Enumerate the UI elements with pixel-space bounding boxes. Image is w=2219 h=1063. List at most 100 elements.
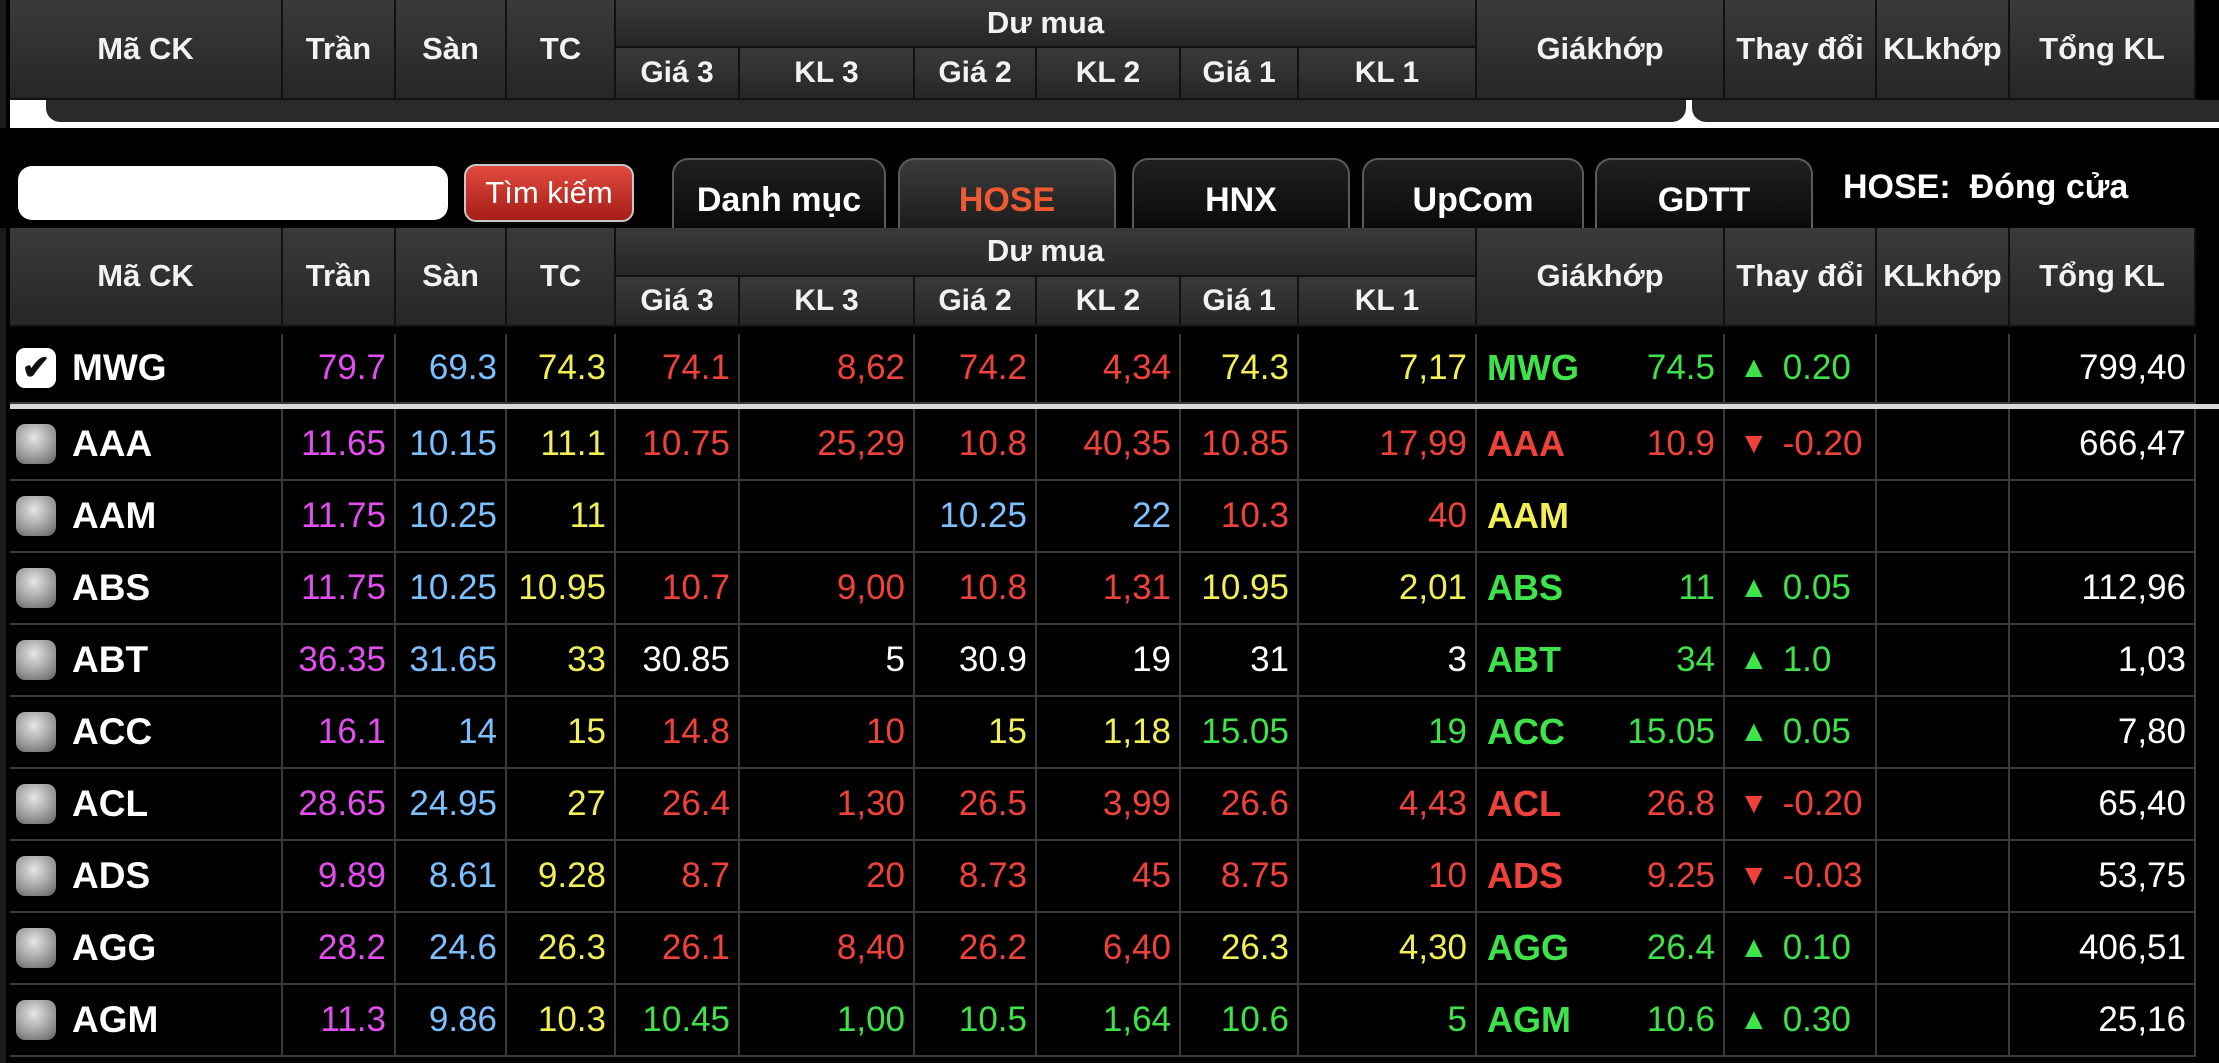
header-thay-doi[interactable]: Thay đổi xyxy=(1725,228,1877,327)
header-gia1[interactable]: Giá 1 xyxy=(1181,48,1299,100)
match-volume xyxy=(1877,481,2010,553)
bid-volume-2: 22 xyxy=(1037,481,1181,553)
symbol-cell[interactable]: ACC xyxy=(10,697,283,769)
change-value: 0.10 xyxy=(1782,928,1851,967)
bid-price-1: 26.3 xyxy=(1181,913,1299,985)
header-tc[interactable]: TC xyxy=(507,0,616,100)
tab-danh-muc[interactable]: Danh mục xyxy=(672,158,886,228)
checkbox[interactable] xyxy=(16,928,56,968)
bid-volume-2: 40,35 xyxy=(1037,409,1181,481)
header-gia3[interactable]: Giá 3 xyxy=(616,277,740,327)
match-price: 26.8 xyxy=(1646,784,1715,823)
header-kl3[interactable]: KL 3 xyxy=(740,277,915,327)
header-kl-khop-line1: KL xyxy=(1883,30,1925,66)
bid-volume-3 xyxy=(740,481,915,553)
symbol-cell[interactable]: ABT xyxy=(10,625,283,697)
bid-volume-1: 4,43 xyxy=(1299,769,1477,841)
header-kl-khop[interactable]: KL khớp xyxy=(1877,228,2010,327)
symbol-text: ACL xyxy=(72,783,149,824)
header-san[interactable]: Sàn xyxy=(396,228,507,327)
checkbox[interactable] xyxy=(16,784,56,824)
header-kl1[interactable]: KL 1 xyxy=(1299,277,1477,327)
header-gia2[interactable]: Giá 2 xyxy=(915,48,1037,100)
header-thay-doi[interactable]: Thay đổi xyxy=(1725,0,1877,100)
change-cell: ▲ 0.30 xyxy=(1725,985,1877,1057)
bid-price-1: 10.85 xyxy=(1181,409,1299,481)
change-cell: ▼ -0.20 xyxy=(1725,769,1877,841)
checkbox-checked[interactable]: ✔ xyxy=(16,348,56,388)
table-row[interactable]: AGG 28.2 24.6 26.3 26.1 8,40 26.2 6,40 26.3 4,30 A… xyxy=(10,913,2219,985)
header-kl1[interactable]: KL 1 xyxy=(1299,48,1477,100)
match-price-cell: ABS 11 xyxy=(1477,553,1725,625)
table-row[interactable]: ✔ MWG 79.7 69.3 74.3 74.1 8,62 74.2 4,34 74.3 7,17… xyxy=(10,334,2219,409)
symbol-cell[interactable]: ADS xyxy=(10,841,283,913)
header-tc[interactable]: TC xyxy=(507,228,616,327)
match-volume xyxy=(1877,697,2010,769)
total-volume: 25,16 xyxy=(2010,985,2196,1057)
bid-volume-2: 4,34 xyxy=(1037,334,1181,404)
symbol-text: MWG xyxy=(72,347,167,388)
header-gia3[interactable]: Giá 3 xyxy=(616,48,740,100)
symbol-cell[interactable]: ABS xyxy=(10,553,283,625)
symbol-text: AGG xyxy=(72,927,157,968)
match-symbol: ABS xyxy=(1487,567,1564,608)
reference-price: 11 xyxy=(507,481,616,553)
table-row[interactable]: AAA 11.65 10.15 11.1 10.75 25,29 10.8 40,35 10.8… xyxy=(10,409,2219,481)
reference-price: 11.1 xyxy=(507,409,616,481)
checkbox[interactable] xyxy=(16,640,56,680)
checkbox[interactable] xyxy=(16,712,56,752)
checkbox[interactable] xyxy=(16,1000,56,1040)
header-gia-khop[interactable]: Giá khớp xyxy=(1477,228,1725,327)
header-gia1[interactable]: Giá 1 xyxy=(1181,277,1299,327)
header-kl-khop[interactable]: KL khớp xyxy=(1877,0,2010,100)
header-kl2[interactable]: KL 2 xyxy=(1037,48,1181,100)
bid-price-2: 26.2 xyxy=(915,913,1037,985)
ceiling-price: 28.2 xyxy=(283,913,396,985)
tab-hnx[interactable]: HNX xyxy=(1132,158,1350,228)
search-input[interactable] xyxy=(18,166,448,220)
symbol-cell[interactable]: ✔ MWG xyxy=(10,334,283,404)
checkbox[interactable] xyxy=(16,856,56,896)
ceiling-price: 36.35 xyxy=(283,625,396,697)
left-edge xyxy=(0,0,6,1063)
header-tong-kl[interactable]: Tổng KL xyxy=(2010,0,2196,100)
header-gia-khop[interactable]: Giá khớp xyxy=(1477,0,1725,100)
bid-price-3: 10.45 xyxy=(616,985,740,1057)
header-gia2[interactable]: Giá 2 xyxy=(915,277,1037,327)
match-price-cell: ACL 26.8 xyxy=(1477,769,1725,841)
symbol-cell[interactable]: AAM xyxy=(10,481,283,553)
table-row[interactable]: AGM 11.3 9.86 10.3 10.45 1,00 10.5 1,64 10.6 5 AGM… xyxy=(10,985,2219,1057)
bid-volume-3: 9,00 xyxy=(740,553,915,625)
symbol-cell[interactable]: AAA xyxy=(10,409,283,481)
header-tran[interactable]: Trần xyxy=(283,0,396,100)
tab-hose[interactable]: HOSE xyxy=(898,158,1116,228)
table-row[interactable]: ABT 36.35 31.65 33 30.85 5 30.9 19 31 3 ABT 34 ▲ 1.0 1… xyxy=(10,625,2219,697)
header-ma-ck[interactable]: Mã CK xyxy=(10,0,283,100)
tab-gdtt[interactable]: GDTT xyxy=(1595,158,1813,228)
ceiling-price: 79.7 xyxy=(283,334,396,404)
tab-upcom[interactable]: UpCom xyxy=(1362,158,1584,228)
symbol-cell[interactable]: ACL xyxy=(10,769,283,841)
header-tong-kl[interactable]: Tổng KL xyxy=(2010,228,2196,327)
table-row[interactable]: ADS 9.89 8.61 9.28 8.7 20 8.73 45 8.75 10 ADS 9.25 ▼… xyxy=(10,841,2219,913)
search-button[interactable]: Tìm kiếm xyxy=(464,164,634,222)
floor-price: 9.86 xyxy=(396,985,507,1057)
market-status: HOSE: Đóng cửa xyxy=(1843,168,2129,206)
header-san[interactable]: Sàn xyxy=(396,0,507,100)
match-price: 15.05 xyxy=(1627,712,1715,751)
change-cell: ▼ -0.03 xyxy=(1725,841,1877,913)
checkbox[interactable] xyxy=(16,496,56,536)
table-row[interactable]: ACL 28.65 24.95 27 26.4 1,30 26.5 3,99 26.6 4,43 A… xyxy=(10,769,2219,841)
symbol-cell[interactable]: AGM xyxy=(10,985,283,1057)
checkbox[interactable] xyxy=(16,424,56,464)
bid-price-2: 74.2 xyxy=(915,334,1037,404)
table-row[interactable]: AAM 11.75 10.25 11 10.25 22 10.3 40 AAM xyxy=(10,481,2219,553)
table-row[interactable]: ACC 16.1 14 15 14.8 10 15 1,18 15.05 19 ACC 15.05 ▲ 0… xyxy=(10,697,2219,769)
header-tran[interactable]: Trần xyxy=(283,228,396,327)
table-row[interactable]: ABS 11.75 10.25 10.95 10.7 9,00 10.8 1,31 10.95 2… xyxy=(10,553,2219,625)
header-ma-ck[interactable]: Mã CK xyxy=(10,228,283,327)
symbol-cell[interactable]: AGG xyxy=(10,913,283,985)
checkbox[interactable] xyxy=(16,568,56,608)
header-kl3[interactable]: KL 3 xyxy=(740,48,915,100)
header-kl2[interactable]: KL 2 xyxy=(1037,277,1181,327)
